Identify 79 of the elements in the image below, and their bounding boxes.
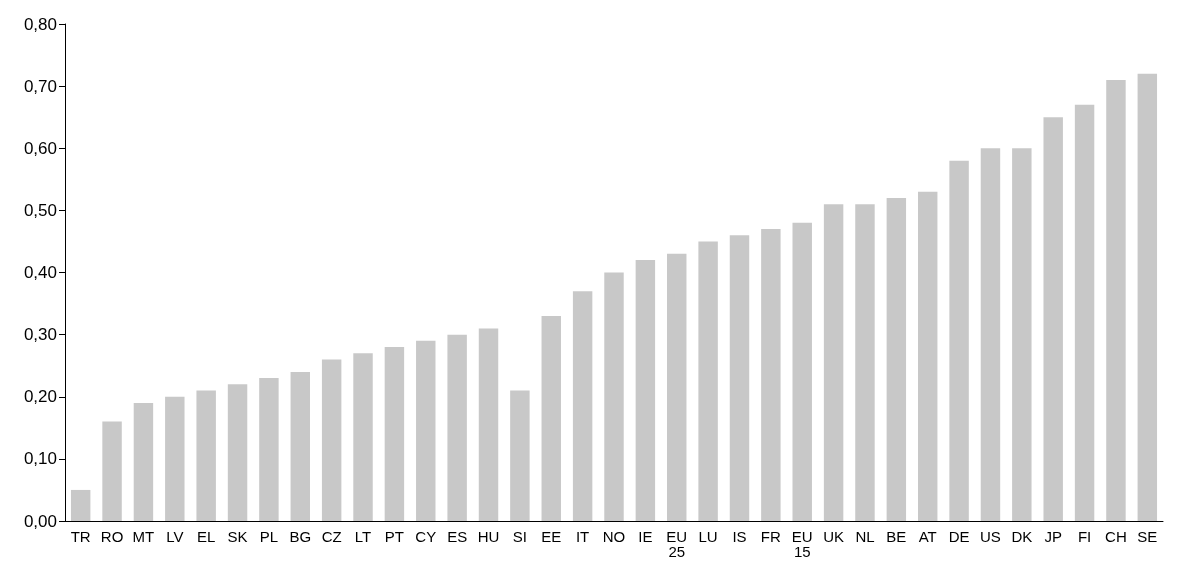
- x-tick-label: BG: [289, 528, 312, 545]
- x-tick-label: EL: [196, 528, 216, 545]
- x-tick-label: NO: [602, 528, 626, 545]
- x-tick-label: EU 15: [791, 528, 813, 560]
- x-tick-label: EU 25: [666, 528, 688, 560]
- bar: [1074, 104, 1095, 521]
- y-tick-label: 0,60: [23, 138, 57, 158]
- bar: [572, 291, 593, 521]
- bar: [980, 148, 1001, 521]
- bar: [353, 353, 373, 521]
- bar: [541, 315, 561, 521]
- bar: [729, 235, 750, 521]
- bar: [478, 328, 499, 521]
- x-tick-label: MT: [132, 528, 155, 545]
- x-tick-label: JP: [1044, 528, 1062, 545]
- bar: [510, 390, 530, 521]
- x-tick-label: ES: [447, 528, 468, 545]
- bar: [792, 222, 812, 521]
- x-tick-label: PL: [259, 528, 279, 545]
- bar: [416, 340, 436, 521]
- bar: [290, 371, 311, 521]
- bar: [447, 334, 467, 521]
- x-tick-label: HU: [477, 528, 500, 545]
- y-tick-label: 0,80: [23, 14, 57, 34]
- x-tick-label: SI: [512, 528, 527, 545]
- bar: [133, 402, 154, 521]
- x-tick-label: SE: [1137, 528, 1158, 545]
- bar: [227, 384, 248, 521]
- x-tick-label: BE: [886, 528, 907, 545]
- bar: [1043, 117, 1063, 521]
- bar: [1012, 148, 1032, 521]
- bar: [886, 197, 907, 521]
- y-tick-label: 0,00: [23, 511, 57, 531]
- bar: [196, 390, 216, 521]
- bar: [384, 347, 405, 521]
- bar: [1106, 79, 1126, 521]
- x-tick-label: EE: [541, 528, 562, 545]
- x-tick-label: AT: [918, 528, 937, 545]
- bar: [70, 489, 91, 521]
- x-tick-label: LT: [354, 528, 372, 545]
- bar: [604, 272, 624, 521]
- x-tick-label: DK: [1011, 528, 1033, 545]
- bar: [102, 421, 122, 521]
- bar: [165, 396, 185, 521]
- bar: [667, 253, 687, 521]
- y-tick-label: 0,20: [23, 387, 57, 407]
- x-tick-label: IS: [732, 528, 747, 545]
- y-tick-label: 0,10: [23, 449, 57, 469]
- x-tick-label: IE: [638, 528, 653, 545]
- y-tick-label: 0,50: [23, 200, 57, 220]
- bar: [761, 229, 781, 521]
- x-tick-label: UK: [823, 528, 845, 545]
- x-tick-label: LV: [166, 528, 184, 545]
- bar: [949, 160, 969, 521]
- bar: [1137, 73, 1158, 521]
- bar: [698, 241, 718, 521]
- bar: [823, 204, 844, 521]
- bar: [259, 378, 279, 521]
- bar: [635, 260, 656, 521]
- y-tick-label: 0,70: [23, 76, 57, 96]
- y-tick-label: 0,30: [23, 325, 57, 345]
- x-tick-label: PT: [384, 528, 404, 545]
- x-tick-label: FR: [760, 528, 782, 545]
- x-tick-label: IT: [575, 528, 590, 545]
- x-tick-label: CH: [1105, 528, 1127, 545]
- x-tick-label: FI: [1077, 528, 1092, 545]
- x-tick-label: TR: [70, 528, 91, 545]
- bar: [855, 204, 875, 521]
- x-tick-label: SK: [227, 528, 248, 545]
- y-tick-label: 0,40: [23, 263, 57, 282]
- x-tick-label: CY: [415, 528, 437, 545]
- x-tick-label: CZ: [321, 528, 342, 545]
- bar: [321, 359, 342, 521]
- x-tick-label: LU: [698, 528, 718, 545]
- x-tick-label: RO: [100, 528, 124, 545]
- bar: [917, 191, 938, 521]
- x-tick-label: NL: [855, 528, 875, 545]
- x-tick-label: DE: [948, 528, 970, 545]
- x-tick-label: US: [980, 528, 1001, 545]
